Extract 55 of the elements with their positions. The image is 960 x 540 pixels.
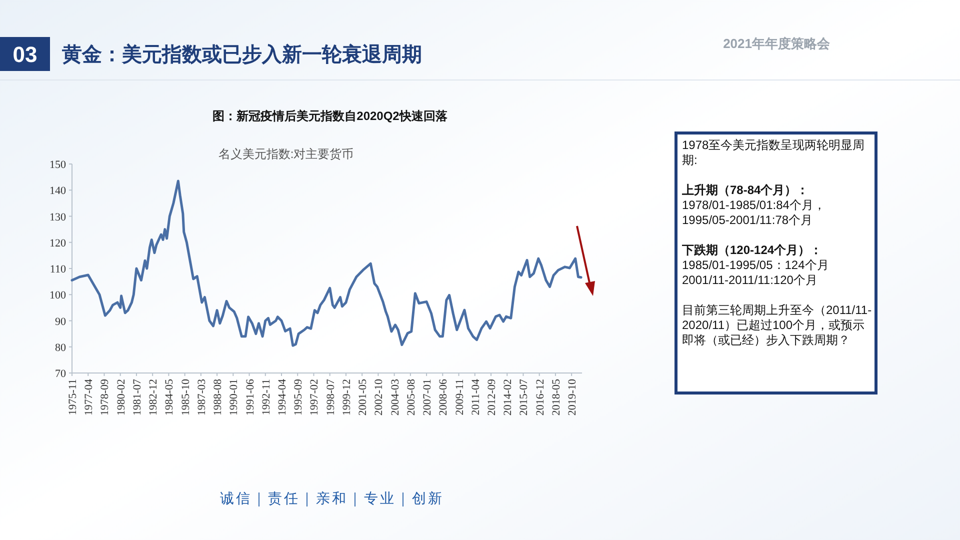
- x-tick-label: 1994-04: [276, 378, 288, 416]
- text: 1995/05-2001/11:78个月: [682, 213, 814, 228]
- text: 名义美元指数:对主要货币: [218, 147, 354, 161]
- y-tick-label: 90: [55, 316, 66, 328]
- x-tick-label: 2014-02: [502, 379, 514, 416]
- x-tick-label: 2016-12: [534, 379, 546, 416]
- y-tick-label: 120: [50, 237, 66, 250]
- x-tick-label: 2005-08: [405, 378, 418, 416]
- x-tick-label: 1975-11: [67, 379, 79, 416]
- x-tick-label: 1978-09: [99, 378, 112, 416]
- x-tick-label: 2019-10: [566, 378, 579, 416]
- text: 诚信｜责任｜亲和｜专业｜创新: [220, 490, 444, 507]
- x-tick-label: 2009-11: [454, 379, 466, 416]
- x-tick-label: 1982-12: [148, 379, 160, 416]
- x-tick-label: 1999-12: [340, 379, 353, 416]
- y-tick-label: 150: [50, 159, 66, 171]
- x-tick-label: 1984-05: [164, 378, 176, 416]
- chart-title: 黄金：美元指数或已步入新一轮衰退周期: [61, 43, 422, 66]
- text: 下跌期（120-124个月）：: [682, 243, 824, 258]
- text: 2021年年度策略会: [723, 36, 831, 51]
- x-tick-label: 2008-06: [438, 378, 450, 416]
- x-tick-label: 2007-01: [422, 379, 434, 416]
- x-tick-label: 1992-11: [260, 379, 272, 416]
- y-tick-label: 140: [50, 185, 66, 198]
- x-tick-label: 1990-01: [228, 379, 240, 416]
- y-tick-label: 110: [50, 264, 66, 276]
- x-tick-label: 2002-10: [373, 378, 386, 416]
- x-tick-label: 1980-02: [115, 379, 128, 416]
- x-tick-label: 2001-05: [357, 378, 370, 416]
- x-tick-label: 1981-07: [131, 378, 144, 416]
- y-tick-label: 100: [50, 290, 66, 302]
- x-tick-label: 1987-03: [196, 378, 208, 416]
- x-tick-label: 1997-02: [308, 379, 321, 416]
- text: 上升期（78-84个月）：: [682, 183, 810, 198]
- x-tick-label: 2012-09: [486, 378, 498, 416]
- x-tick-label: 1995-09: [292, 378, 305, 416]
- x-tick-label: 1985-10: [180, 378, 192, 416]
- x-tick-label: 1998-07: [324, 378, 337, 416]
- x-tick-label: 2015-07: [518, 378, 530, 416]
- text: 03: [12, 42, 38, 67]
- text: 1978/01-1985/01:84个月，: [682, 198, 826, 213]
- x-tick-label: 1977-04: [83, 378, 96, 416]
- y-tick-label: 80: [55, 342, 66, 354]
- chart-subtitle: 图：新冠疫情后美元指数自2020Q2快速回落: [212, 109, 448, 123]
- text: 2001/11-2011/11:120个月: [682, 273, 818, 288]
- x-tick-label: 2018-05: [550, 378, 562, 416]
- text: 1978至今美元指数呈现两轮明显周期:: [682, 138, 866, 168]
- x-tick-label: 1991-06: [244, 378, 256, 416]
- y-tick-label: 70: [55, 368, 66, 380]
- text: 1985/01-1995/05：124个月: [682, 258, 830, 273]
- x-tick-label: 2004-03: [389, 378, 402, 416]
- y-tick-label: 130: [50, 211, 66, 224]
- x-tick-label: 2011-04: [470, 378, 482, 416]
- x-tick-label: 1988-08: [212, 378, 224, 416]
- text: 目前第三轮周期上升至今（2011/11-2020/11）已超过100个月，或预示即将（或已经）步入下跌周期？: [682, 303, 872, 348]
